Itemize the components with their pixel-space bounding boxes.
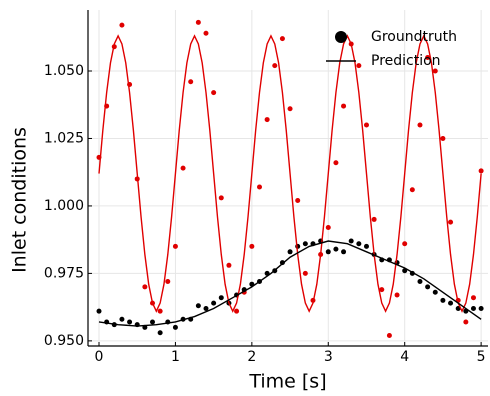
data-point xyxy=(96,308,102,314)
data-point xyxy=(440,135,446,141)
data-point xyxy=(394,292,400,298)
data-point xyxy=(325,249,331,255)
x-tick-label: 5 xyxy=(477,349,486,365)
data-point xyxy=(409,187,415,193)
data-point xyxy=(432,68,438,74)
data-point xyxy=(203,305,209,311)
data-point xyxy=(157,330,163,336)
data-point xyxy=(402,241,408,247)
data-point xyxy=(195,19,201,25)
data-point xyxy=(341,103,347,109)
y-tick-label: 1.025 xyxy=(44,130,84,146)
x-tick-label: 2 xyxy=(247,349,256,365)
data-point xyxy=(356,241,362,247)
data-point xyxy=(348,238,354,244)
data-point xyxy=(363,122,369,128)
legend-marker xyxy=(335,31,347,43)
data-point xyxy=(165,278,171,284)
data-point xyxy=(363,243,369,249)
data-point xyxy=(470,295,476,301)
data-point xyxy=(325,225,331,231)
data-point xyxy=(272,63,278,69)
data-point xyxy=(264,117,270,123)
data-point xyxy=(478,168,484,174)
data-point xyxy=(119,316,125,322)
y-tick-label: 0.950 xyxy=(44,333,84,349)
data-point xyxy=(386,332,392,338)
data-point xyxy=(371,216,377,222)
data-point xyxy=(226,262,232,268)
data-point xyxy=(150,319,156,325)
x-tick-label: 4 xyxy=(400,349,409,365)
data-point xyxy=(234,308,240,314)
data-point xyxy=(256,184,262,190)
data-point xyxy=(463,319,469,325)
data-point xyxy=(295,198,301,204)
data-point xyxy=(302,270,308,276)
data-point xyxy=(172,243,178,249)
data-point xyxy=(448,219,454,225)
data-point xyxy=(417,122,423,128)
data-point xyxy=(249,243,255,249)
data-point xyxy=(440,297,446,303)
data-point xyxy=(333,246,339,252)
data-point xyxy=(432,289,438,295)
data-point xyxy=(417,278,423,284)
data-point xyxy=(172,324,178,330)
data-point xyxy=(157,308,163,314)
data-point xyxy=(127,319,133,325)
data-point xyxy=(425,284,431,290)
data-point xyxy=(478,305,484,311)
x-axis-label: Time [s] xyxy=(248,371,326,393)
data-point xyxy=(279,36,285,42)
y-tick-label: 1.000 xyxy=(44,198,84,214)
data-point xyxy=(448,300,454,306)
data-point xyxy=(333,160,339,166)
data-point xyxy=(211,300,217,306)
data-point xyxy=(425,54,431,60)
data-point xyxy=(218,195,224,201)
data-line xyxy=(98,240,482,327)
y-axis-label: Inlet conditions xyxy=(9,127,31,273)
data-line xyxy=(98,34,482,313)
x-tick-label: 0 xyxy=(95,349,104,365)
data-point xyxy=(379,287,385,293)
data-point xyxy=(188,79,194,85)
x-tick-label: 3 xyxy=(324,349,333,365)
data-point xyxy=(470,305,476,311)
data-point xyxy=(142,284,148,290)
data-point xyxy=(356,63,362,69)
data-point xyxy=(287,249,293,255)
data-point xyxy=(341,249,347,255)
data-point xyxy=(180,165,186,171)
data-point xyxy=(287,106,293,112)
y-tick-label: 0.975 xyxy=(44,265,84,281)
legend-label: Groundtruth xyxy=(371,29,457,45)
data-point xyxy=(203,30,209,36)
data-point xyxy=(119,22,125,28)
data-point xyxy=(302,241,308,247)
data-point xyxy=(218,295,224,301)
x-tick-label: 1 xyxy=(171,349,180,365)
y-tick-label: 1.050 xyxy=(44,63,84,79)
data-point xyxy=(195,303,201,309)
legend-label: Prediction xyxy=(371,53,441,69)
data-point xyxy=(211,90,217,96)
